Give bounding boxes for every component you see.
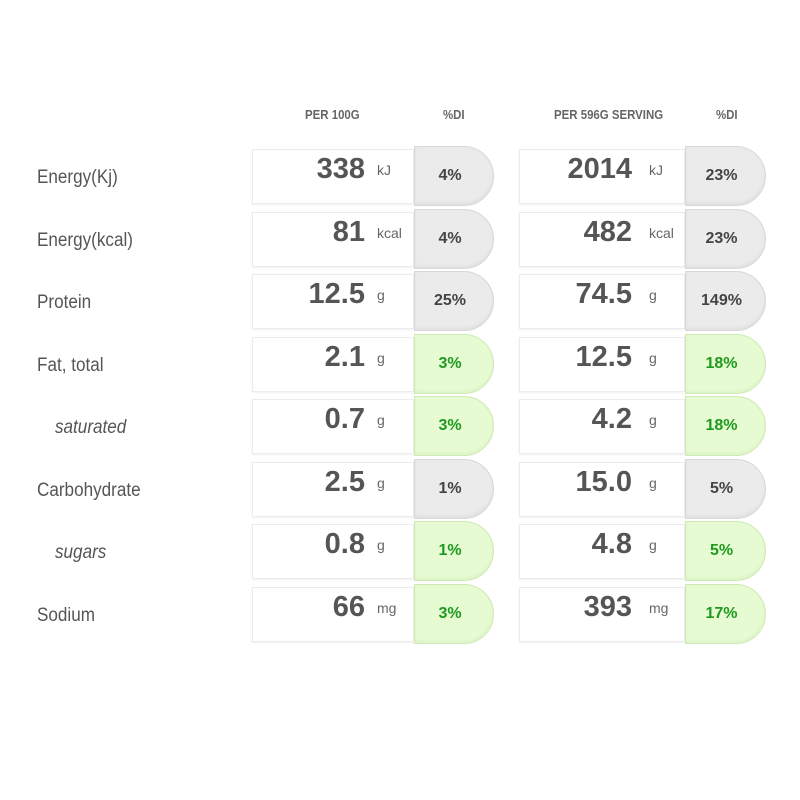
per-100g-value: 0.8 <box>324 528 365 560</box>
di-100g-badge: 3% <box>414 583 494 644</box>
per-100g-unit: g <box>377 537 385 553</box>
nutrient-row: Sodium 66 mg 3% 393 mg 17% <box>0 583 800 646</box>
per-serving-value-box: 4.2 g <box>519 399 685 454</box>
di-serving-badge: 17% <box>685 583 766 644</box>
nutrient-row: sugars 0.8 g 1% 4.8 g 5% <box>0 520 800 583</box>
di-100g-badge: 4% <box>414 208 494 269</box>
per-serving-value-box: 482 kcal <box>519 211 685 267</box>
per-serving-unit: kcal <box>649 224 674 241</box>
per-100g-value-box: 81 kcal <box>252 211 414 267</box>
per-serving-value: 2014 <box>567 153 632 185</box>
per-serving-value-box: 15.0 g <box>519 461 685 517</box>
nutrient-row: Energy(Kj) 338 kJ 4% 2014 kJ 23% <box>0 145 800 208</box>
di-100g-badge: 3% <box>414 333 494 394</box>
di-100g-badge: 25% <box>414 271 494 331</box>
di-serving-badge: 23% <box>685 208 766 269</box>
nutrient-row: Carbohydrate 2.5 g 1% 15.0 g 5% <box>0 458 800 521</box>
di-serving-badge: 18% <box>685 333 766 394</box>
nutrient-row: saturated 0.7 g 3% 4.2 g 18% <box>0 395 800 458</box>
per-100g-value: 2.5 <box>324 465 365 498</box>
per-serving-value: 15.0 <box>575 465 632 498</box>
di-serving-badge: 23% <box>685 146 766 206</box>
nutrient-label: Carbohydrate <box>37 479 141 501</box>
per-serving-value: 4.8 <box>591 528 632 560</box>
per-100g-value: 81 <box>332 215 365 248</box>
di-100g-badge: 1% <box>414 458 494 519</box>
per-serving-value: 12.5 <box>575 340 632 373</box>
per-serving-value-box: 4.8 g <box>519 524 685 579</box>
per-100g-value-box: 338 kJ <box>252 149 414 204</box>
per-serving-value: 482 <box>583 215 632 248</box>
di-serving-badge: 5% <box>685 521 766 581</box>
per-100g-value-box: 2.1 g <box>252 336 414 392</box>
per-100g-value: 0.7 <box>324 403 365 435</box>
per-100g-unit: g <box>377 287 385 303</box>
per-100g-value: 2.1 <box>324 340 365 373</box>
per-100g-value-box: 2.5 g <box>252 461 414 517</box>
per-100g-unit: mg <box>377 599 397 616</box>
per-serving-unit: g <box>649 412 657 428</box>
per-100g-value-box: 0.7 g <box>252 399 414 454</box>
di-100g-badge: 3% <box>414 396 494 456</box>
nutrient-row: Energy(kcal) 81 kcal 4% 482 kcal 23% <box>0 208 800 271</box>
nutrient-row: Protein 12.5 g 25% 74.5 g 149% <box>0 270 800 333</box>
column-header-di-serving: %DI <box>716 107 738 122</box>
per-serving-unit: kJ <box>649 162 663 178</box>
per-serving-value: 393 <box>583 590 632 623</box>
nutrition-table: Energy(Kj) 338 kJ 4% 2014 kJ 23% Energy(kcal) 81… <box>0 145 800 645</box>
per-100g-unit: g <box>377 349 385 366</box>
di-100g-badge: 1% <box>414 521 494 581</box>
per-serving-value: 74.5 <box>575 278 632 310</box>
nutrient-label: Protein <box>37 292 92 313</box>
per-serving-unit: g <box>649 537 657 553</box>
per-100g-value: 12.5 <box>308 278 365 310</box>
di-serving-badge: 18% <box>685 396 766 456</box>
nutrient-row: Fat, total 2.1 g 3% 12.5 g 18% <box>0 333 800 396</box>
per-100g-unit: g <box>377 474 385 491</box>
per-100g-unit: g <box>377 412 385 428</box>
per-serving-unit: mg <box>649 599 669 616</box>
per-100g-value: 66 <box>332 590 365 623</box>
nutrient-label: Sodium <box>37 604 95 626</box>
nutrient-label: saturated <box>55 417 127 438</box>
per-serving-unit: g <box>649 474 657 491</box>
nutrient-label: Fat, total <box>37 354 104 376</box>
per-100g-value: 338 <box>316 153 365 185</box>
per-serving-unit: g <box>649 349 657 366</box>
column-header-per-serving: PER 596G SERVING <box>554 107 664 122</box>
per-100g-unit: kcal <box>377 224 402 241</box>
nutrient-label: sugars <box>55 542 107 563</box>
per-100g-unit: kJ <box>377 162 391 178</box>
per-serving-unit: g <box>649 287 657 303</box>
column-header-di-100g: %DI <box>443 107 465 122</box>
per-serving-value-box: 74.5 g <box>519 274 685 329</box>
per-serving-value-box: 393 mg <box>519 586 685 642</box>
di-serving-badge: 149% <box>685 271 766 331</box>
per-serving-value-box: 2014 kJ <box>519 149 685 204</box>
di-serving-badge: 5% <box>685 458 766 519</box>
per-serving-value-box: 12.5 g <box>519 336 685 392</box>
per-100g-value-box: 12.5 g <box>252 274 414 329</box>
nutrient-label: Energy(kcal) <box>37 229 133 251</box>
di-100g-badge: 4% <box>414 146 494 206</box>
per-100g-value-box: 66 mg <box>252 586 414 642</box>
nutrient-label: Energy(Kj) <box>37 167 118 188</box>
column-header-per-100g: PER 100G <box>305 107 360 122</box>
per-serving-value: 4.2 <box>591 403 632 435</box>
per-100g-value-box: 0.8 g <box>252 524 414 579</box>
